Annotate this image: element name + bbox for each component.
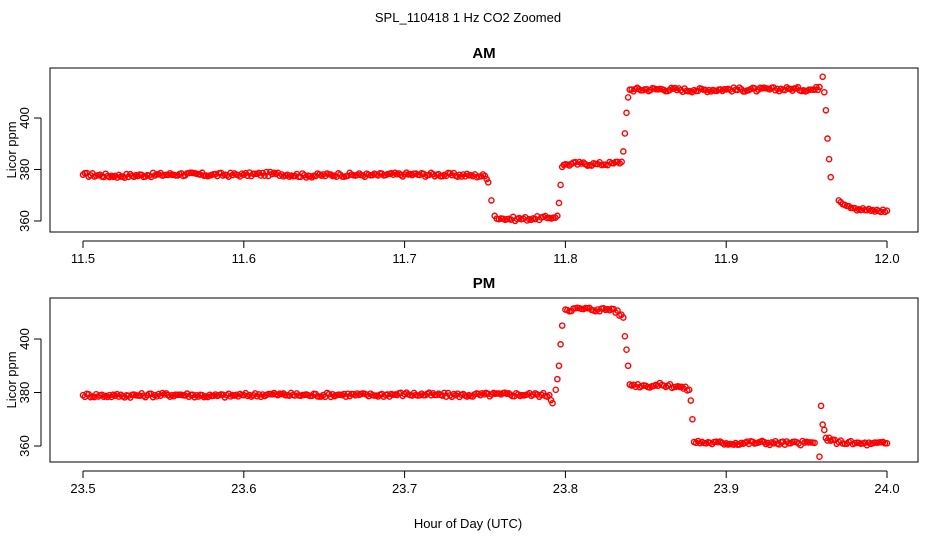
data-point — [621, 333, 629, 340]
y-tick-label: 360 — [17, 435, 32, 457]
data-point — [825, 155, 833, 163]
y-tick-label: 380 — [17, 159, 32, 181]
data-point — [687, 397, 695, 404]
data-point — [557, 341, 564, 348]
data-point — [555, 362, 563, 370]
data-point — [623, 109, 630, 117]
data-point — [816, 83, 823, 91]
data-point — [555, 199, 563, 207]
data-point — [618, 158, 625, 166]
x-tick-label: 23.9 — [714, 481, 739, 496]
y-tick-label: 360 — [17, 210, 32, 232]
data-point — [623, 346, 630, 354]
data-series — [79, 73, 891, 225]
x-tick-label: 23.5 — [70, 481, 95, 496]
data-point — [689, 415, 696, 423]
y-axis-label: Licor ppm — [4, 351, 19, 408]
data-point — [820, 426, 828, 434]
data-series — [79, 304, 891, 461]
data-point — [822, 106, 830, 114]
panel-title-am: AM — [472, 45, 495, 62]
plot-frame-pm — [49, 297, 919, 463]
data-point — [816, 453, 823, 461]
x-tick-label: 11.8 — [553, 251, 577, 266]
data-point — [488, 197, 495, 204]
data-point — [549, 399, 556, 407]
x-tick-label: 23.7 — [392, 481, 417, 496]
data-point — [824, 135, 831, 142]
x-tick-label: 23.8 — [553, 481, 578, 496]
data-point — [624, 94, 632, 101]
x-tick-label: 23.6 — [231, 481, 256, 496]
x-tick-label: 11.6 — [232, 251, 256, 266]
x-tick-label: 11.7 — [392, 251, 416, 266]
data-point — [820, 88, 828, 96]
y-tick-label: 400 — [17, 328, 32, 350]
data-point — [558, 322, 566, 329]
data-point — [819, 421, 826, 428]
y-tick-label: 400 — [17, 107, 32, 129]
data-point — [883, 207, 891, 214]
data-point — [883, 440, 891, 447]
x-tick-label: 24.0 — [874, 481, 899, 496]
x-tick-label: 12.0 — [874, 251, 899, 266]
x-axis-label: Hour of Day (UTC) — [414, 516, 522, 531]
data-point — [483, 175, 490, 183]
data-point — [685, 386, 693, 394]
x-tick-label: 11.5 — [71, 251, 95, 266]
y-axis-label: Licor ppm — [4, 121, 19, 178]
data-point — [811, 439, 818, 447]
data-point — [621, 130, 629, 137]
data-point — [817, 402, 825, 410]
data-point — [619, 314, 627, 321]
data-point — [554, 375, 561, 383]
plot-frame-am — [49, 67, 919, 233]
data-point — [624, 362, 632, 370]
figure-title: SPL_110418 1 Hz CO2 Zoomed — [375, 10, 561, 25]
panel-title-pm: PM — [473, 275, 496, 292]
data-point — [552, 386, 560, 394]
data-point — [819, 73, 826, 81]
data-point — [484, 179, 492, 186]
data-point — [557, 181, 564, 189]
data-point — [619, 148, 627, 155]
data-point — [827, 173, 835, 181]
x-tick-label: 11.9 — [714, 251, 738, 266]
data-point — [554, 212, 561, 220]
y-tick-label: 380 — [17, 382, 32, 404]
